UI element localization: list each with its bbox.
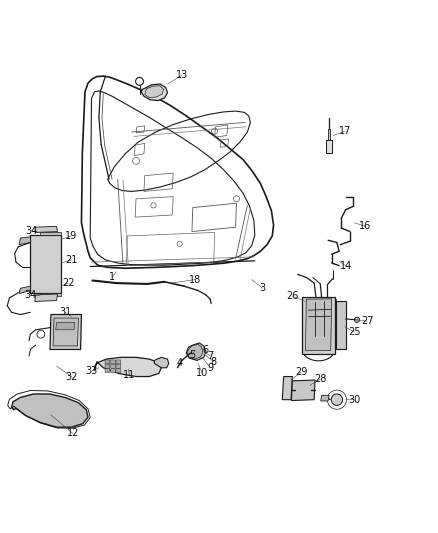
Circle shape (40, 245, 51, 255)
Text: 19: 19 (65, 231, 78, 241)
Text: 7: 7 (207, 351, 213, 361)
Polygon shape (19, 286, 30, 294)
Polygon shape (328, 129, 330, 140)
Circle shape (43, 256, 48, 261)
Text: 9: 9 (207, 363, 213, 373)
Text: 22: 22 (62, 278, 74, 288)
Text: 34: 34 (24, 290, 36, 300)
Circle shape (40, 263, 51, 273)
Polygon shape (53, 318, 78, 346)
Circle shape (40, 272, 51, 283)
Text: 13: 13 (176, 70, 188, 80)
Circle shape (43, 239, 48, 244)
Text: 6: 6 (202, 345, 208, 356)
Text: 4: 4 (177, 358, 183, 368)
Text: 25: 25 (348, 327, 360, 337)
Circle shape (302, 344, 308, 350)
Polygon shape (35, 294, 57, 302)
Circle shape (330, 344, 336, 350)
Text: 3: 3 (260, 284, 266, 293)
FancyBboxPatch shape (111, 364, 116, 368)
Text: 17: 17 (339, 126, 351, 136)
Polygon shape (305, 299, 332, 351)
Polygon shape (12, 394, 88, 427)
Text: 11: 11 (124, 370, 136, 380)
Polygon shape (141, 84, 167, 101)
Circle shape (354, 317, 360, 322)
Polygon shape (95, 357, 161, 376)
Polygon shape (291, 380, 315, 400)
Circle shape (43, 275, 48, 280)
Circle shape (40, 236, 51, 246)
Polygon shape (40, 293, 61, 296)
Text: 16: 16 (359, 221, 371, 231)
Text: 18: 18 (189, 274, 201, 285)
Polygon shape (50, 314, 81, 350)
Text: 29: 29 (295, 367, 307, 377)
Text: 31: 31 (59, 308, 71, 317)
Text: 33: 33 (85, 366, 98, 376)
Circle shape (299, 386, 307, 393)
FancyBboxPatch shape (105, 369, 110, 373)
Text: 10: 10 (196, 368, 208, 378)
Circle shape (302, 297, 308, 304)
FancyBboxPatch shape (116, 364, 121, 368)
Text: 8: 8 (211, 357, 217, 367)
Circle shape (330, 297, 336, 304)
Polygon shape (326, 140, 332, 153)
Polygon shape (56, 322, 75, 330)
Polygon shape (283, 376, 292, 400)
FancyBboxPatch shape (116, 369, 121, 373)
Text: 30: 30 (348, 394, 360, 405)
FancyBboxPatch shape (105, 364, 110, 368)
Polygon shape (154, 357, 169, 368)
Polygon shape (336, 302, 346, 350)
FancyBboxPatch shape (111, 360, 116, 364)
Text: 12: 12 (67, 429, 79, 438)
Polygon shape (30, 235, 61, 293)
Text: 1: 1 (109, 272, 115, 282)
Text: 21: 21 (65, 255, 78, 265)
Polygon shape (302, 297, 335, 354)
Text: 5: 5 (189, 350, 195, 360)
Circle shape (43, 265, 48, 271)
Polygon shape (19, 237, 30, 245)
Polygon shape (186, 343, 206, 360)
Text: 14: 14 (339, 261, 352, 271)
Text: 26: 26 (286, 291, 299, 301)
Polygon shape (145, 86, 163, 98)
Circle shape (144, 364, 150, 370)
Circle shape (40, 253, 51, 264)
Polygon shape (35, 227, 57, 232)
Text: 34: 34 (25, 225, 37, 236)
Circle shape (331, 394, 343, 405)
Circle shape (295, 382, 311, 398)
Ellipse shape (35, 402, 64, 415)
Text: 32: 32 (65, 372, 78, 382)
FancyBboxPatch shape (116, 360, 121, 364)
FancyBboxPatch shape (105, 360, 110, 364)
Circle shape (141, 360, 153, 374)
Text: 28: 28 (314, 374, 326, 384)
Polygon shape (321, 395, 329, 401)
Polygon shape (40, 231, 61, 235)
FancyBboxPatch shape (111, 369, 116, 373)
Text: 27: 27 (361, 316, 374, 326)
Circle shape (43, 247, 48, 253)
Polygon shape (187, 344, 203, 359)
Circle shape (315, 321, 324, 330)
